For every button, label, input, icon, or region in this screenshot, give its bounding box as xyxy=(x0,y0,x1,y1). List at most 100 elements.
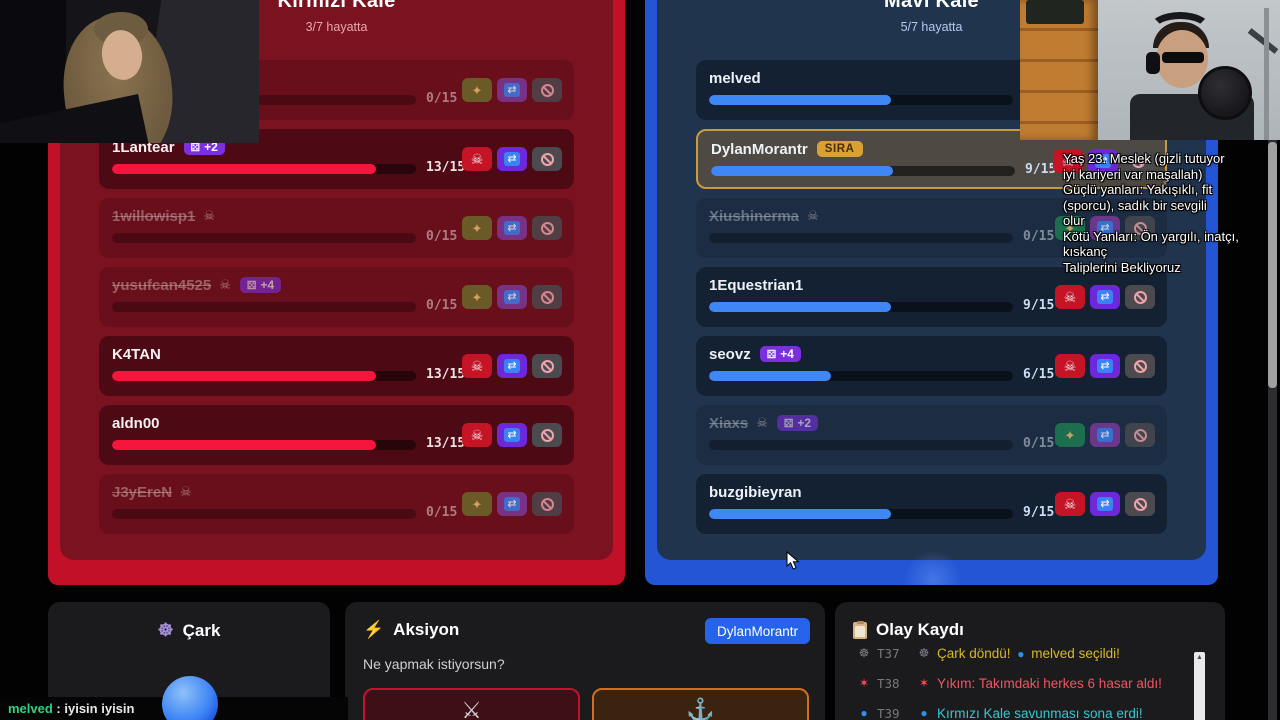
dice-bonus-badge: ⚄ +2 xyxy=(183,139,225,155)
ban-icon xyxy=(1133,359,1147,373)
skull-attack-button[interactable]: ☠ xyxy=(462,147,492,171)
swap-button[interactable]: ⇄ xyxy=(1090,285,1120,309)
skull-attack-button[interactable]: ☠ xyxy=(1055,285,1085,309)
speaker xyxy=(1026,0,1084,24)
swap-icon: ⇄ xyxy=(504,221,520,235)
ban-icon xyxy=(1131,154,1145,168)
skull-attack-button[interactable]: ☠ xyxy=(1055,492,1085,516)
player-name: buzgibieyran xyxy=(709,483,802,501)
ban-button[interactable] xyxy=(1125,285,1155,309)
swap-button[interactable]: ⇄ xyxy=(497,423,527,447)
swap-button[interactable]: ⇄ xyxy=(1090,354,1120,378)
defend-action-button[interactable]: ⚓ xyxy=(592,688,809,720)
health-bar xyxy=(112,164,416,174)
log-turn-number: T37 xyxy=(877,646,900,661)
swap-button[interactable]: ⇄ xyxy=(1090,216,1120,240)
swap-button[interactable]: ⇄ xyxy=(497,285,527,309)
event-log-list[interactable]: ☸ T37 ☸ Çark döndü! ● melved seçildi! ✶ … xyxy=(835,646,1191,720)
caption-line: iyi kariyeri var maşallah) xyxy=(1063,166,1203,182)
revive-button[interactable]: ✦ xyxy=(462,285,492,309)
swap-icon: ⇄ xyxy=(1097,428,1113,442)
player-row: seovz ⚄ +4 6/15 ☠ ⇄ xyxy=(696,336,1167,396)
health-bar xyxy=(709,440,1013,450)
player-row: J3yEreN ☠ 0/15 ✦ ⇄ xyxy=(99,474,574,534)
blue-circle-icon: ● xyxy=(860,706,868,720)
blue-team-alive-count: 5/7 hayatta xyxy=(900,20,963,34)
player-name: Xiaxs xyxy=(709,414,749,432)
dead-skull-icon: ☠ xyxy=(807,208,819,223)
explosion-icon: ✶ xyxy=(858,676,870,690)
health-value: 6/15 xyxy=(1023,367,1055,382)
ban-button[interactable] xyxy=(532,423,562,447)
revive-button[interactable]: ✦ xyxy=(462,492,492,516)
revive-button[interactable]: ✦ xyxy=(1055,216,1085,240)
health-bar-fill xyxy=(112,440,377,450)
health-value: 0/15 xyxy=(426,91,458,106)
skull-attack-button[interactable]: ☠ xyxy=(1055,354,1085,378)
player-row: buzgibieyran 9/15 ☠ ⇄ xyxy=(696,474,1167,534)
sparkle-icon: ✦ xyxy=(1064,427,1076,443)
swap-button[interactable]: ⇄ xyxy=(497,492,527,516)
swap-button[interactable]: ⇄ xyxy=(1090,423,1120,447)
ban-button[interactable] xyxy=(532,285,562,309)
skull-icon: ☠ xyxy=(470,358,484,374)
health-value: 0/15 xyxy=(1023,229,1055,244)
health-bar xyxy=(112,95,416,105)
blue-team-dot-icon: ● xyxy=(1017,646,1025,661)
swap-button[interactable]: ⇄ xyxy=(497,78,527,102)
right-streamer-webcam xyxy=(1020,0,1280,140)
swap-button[interactable]: ⇄ xyxy=(497,216,527,240)
attack-action-button[interactable]: ⚔ xyxy=(363,688,580,720)
ban-icon xyxy=(1133,428,1147,442)
caption-line: Güçlü yanları: Yakışıklı, fit xyxy=(1063,182,1213,197)
player-row: aldn00 13/15 ☠ ⇄ xyxy=(99,405,574,465)
skull-attack-button[interactable]: ☠ xyxy=(462,423,492,447)
ban-button[interactable] xyxy=(532,78,562,102)
swap-button[interactable]: ⇄ xyxy=(497,354,527,378)
skull-attack-button[interactable]: ☠ xyxy=(1053,149,1083,173)
player-row: 1willowisp1 ☠ 0/15 ✦ ⇄ xyxy=(99,198,574,258)
player-row: Xiushinerma ☠ 0/15 ✦ ⇄ xyxy=(696,198,1167,258)
chat-message: iyisin iyisin xyxy=(64,701,135,716)
ban-button[interactable] xyxy=(1125,354,1155,378)
caption-line: Taliplerini Bekliyoruz xyxy=(1063,259,1181,275)
log-entry: ● T39 ● Kırmızı Kale savunması sona erdi… xyxy=(855,700,1191,720)
crossed-swords-icon: ⚔ xyxy=(461,697,482,720)
swap-icon: ⇄ xyxy=(504,290,520,304)
page-scrollbar-thumb[interactable] xyxy=(1268,142,1277,388)
revive-button[interactable]: ✦ xyxy=(462,78,492,102)
swap-button[interactable]: ⇄ xyxy=(1090,492,1120,516)
wheel-icon: ☸ xyxy=(858,646,870,660)
log-entry: ✶ T38 ✶ Yıkım: Takımdaki herkes 6 hasar … xyxy=(855,670,1191,696)
ban-button[interactable] xyxy=(1125,492,1155,516)
action-panel: ⚡ Aksiyon DylanMorantr Ne yapmak istiyor… xyxy=(345,602,825,720)
ban-button[interactable] xyxy=(532,147,562,171)
player-name: melved xyxy=(709,69,761,87)
revive-button[interactable]: ✦ xyxy=(462,216,492,240)
swap-button[interactable]: ⇄ xyxy=(1088,149,1118,173)
log-scrollbar-thumb[interactable] xyxy=(1194,652,1205,720)
ban-button[interactable] xyxy=(532,354,562,378)
log-entry-text: Çark döndü! ● melved seçildi! xyxy=(937,646,1120,661)
ban-button[interactable] xyxy=(1125,216,1155,240)
player-name: 1Equestrian1 xyxy=(709,276,804,294)
ban-button[interactable] xyxy=(1125,423,1155,447)
action-panel-title: Aksiyon xyxy=(393,620,460,639)
swap-button[interactable]: ⇄ xyxy=(497,147,527,171)
sparkle-icon: ✦ xyxy=(471,289,483,305)
caption-line: kıskanç xyxy=(1063,244,1108,259)
mouse-cursor xyxy=(786,551,800,570)
swap-icon: ⇄ xyxy=(1097,221,1113,235)
ban-button[interactable] xyxy=(532,216,562,240)
skull-attack-button[interactable]: ☠ xyxy=(462,354,492,378)
dice-bonus-badge: ⚄ +4 xyxy=(239,277,282,293)
ban-icon xyxy=(1133,221,1147,235)
dice-bonus-badge: ⚄ +2 xyxy=(776,415,819,431)
revive-button[interactable]: ✦ xyxy=(1055,423,1085,447)
ban-button[interactable] xyxy=(1123,149,1153,173)
lightning-icon: ⚡ xyxy=(363,620,385,639)
blue-team-title: Mavi Kale xyxy=(884,0,979,12)
page-scrollbar-track[interactable] xyxy=(1268,140,1277,720)
swap-icon: ⇄ xyxy=(504,152,520,166)
ban-button[interactable] xyxy=(532,492,562,516)
